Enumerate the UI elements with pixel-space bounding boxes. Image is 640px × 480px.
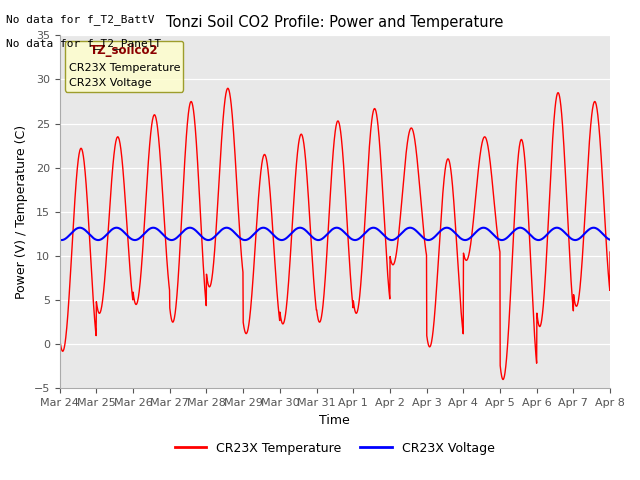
- CR23X Temperature: [499, 377, 507, 383]
- Title: Tonzi Soil CO2 Profile: Power and Temperature: Tonzi Soil CO2 Profile: Power and Temper…: [166, 15, 504, 30]
- CR23X Temperature: [224, 85, 232, 91]
- CR23X Voltage: [351, 237, 359, 243]
- CR23X Temperature: [558, 114, 566, 120]
- CR23X Voltage: [558, 227, 566, 233]
- CR23X Voltage: [573, 237, 581, 242]
- X-axis label: Time: Time: [319, 414, 350, 427]
- Line: CR23X Temperature: CR23X Temperature: [60, 88, 610, 380]
- CR23X Voltage: [210, 235, 218, 240]
- Text: No data for f_T2_BattV: No data for f_T2_BattV: [6, 14, 155, 25]
- CR23X Voltage: [495, 237, 503, 242]
- CR23X Voltage: [168, 237, 175, 243]
- CR23X Temperature: [606, 249, 614, 255]
- CR23X Temperature: [56, 335, 63, 341]
- Legend: CR23X Temperature, CR23X Voltage: CR23X Temperature, CR23X Voltage: [170, 437, 500, 460]
- CR23X Temperature: [363, 183, 371, 189]
- CR23X Voltage: [364, 228, 371, 234]
- CR23X Voltage: [149, 225, 157, 230]
- CR23X Voltage: [606, 237, 614, 243]
- CR23X Voltage: [56, 237, 63, 243]
- Text: No data for f_T2_PanelT: No data for f_T2_PanelT: [6, 38, 162, 49]
- CR23X Temperature: [351, 308, 358, 313]
- CR23X Temperature: [209, 265, 217, 271]
- Line: CR23X Voltage: CR23X Voltage: [60, 228, 610, 240]
- Y-axis label: Power (V) / Temperature (C): Power (V) / Temperature (C): [15, 125, 28, 299]
- CR23X Temperature: [495, 243, 503, 249]
- CR23X Temperature: [573, 302, 581, 308]
